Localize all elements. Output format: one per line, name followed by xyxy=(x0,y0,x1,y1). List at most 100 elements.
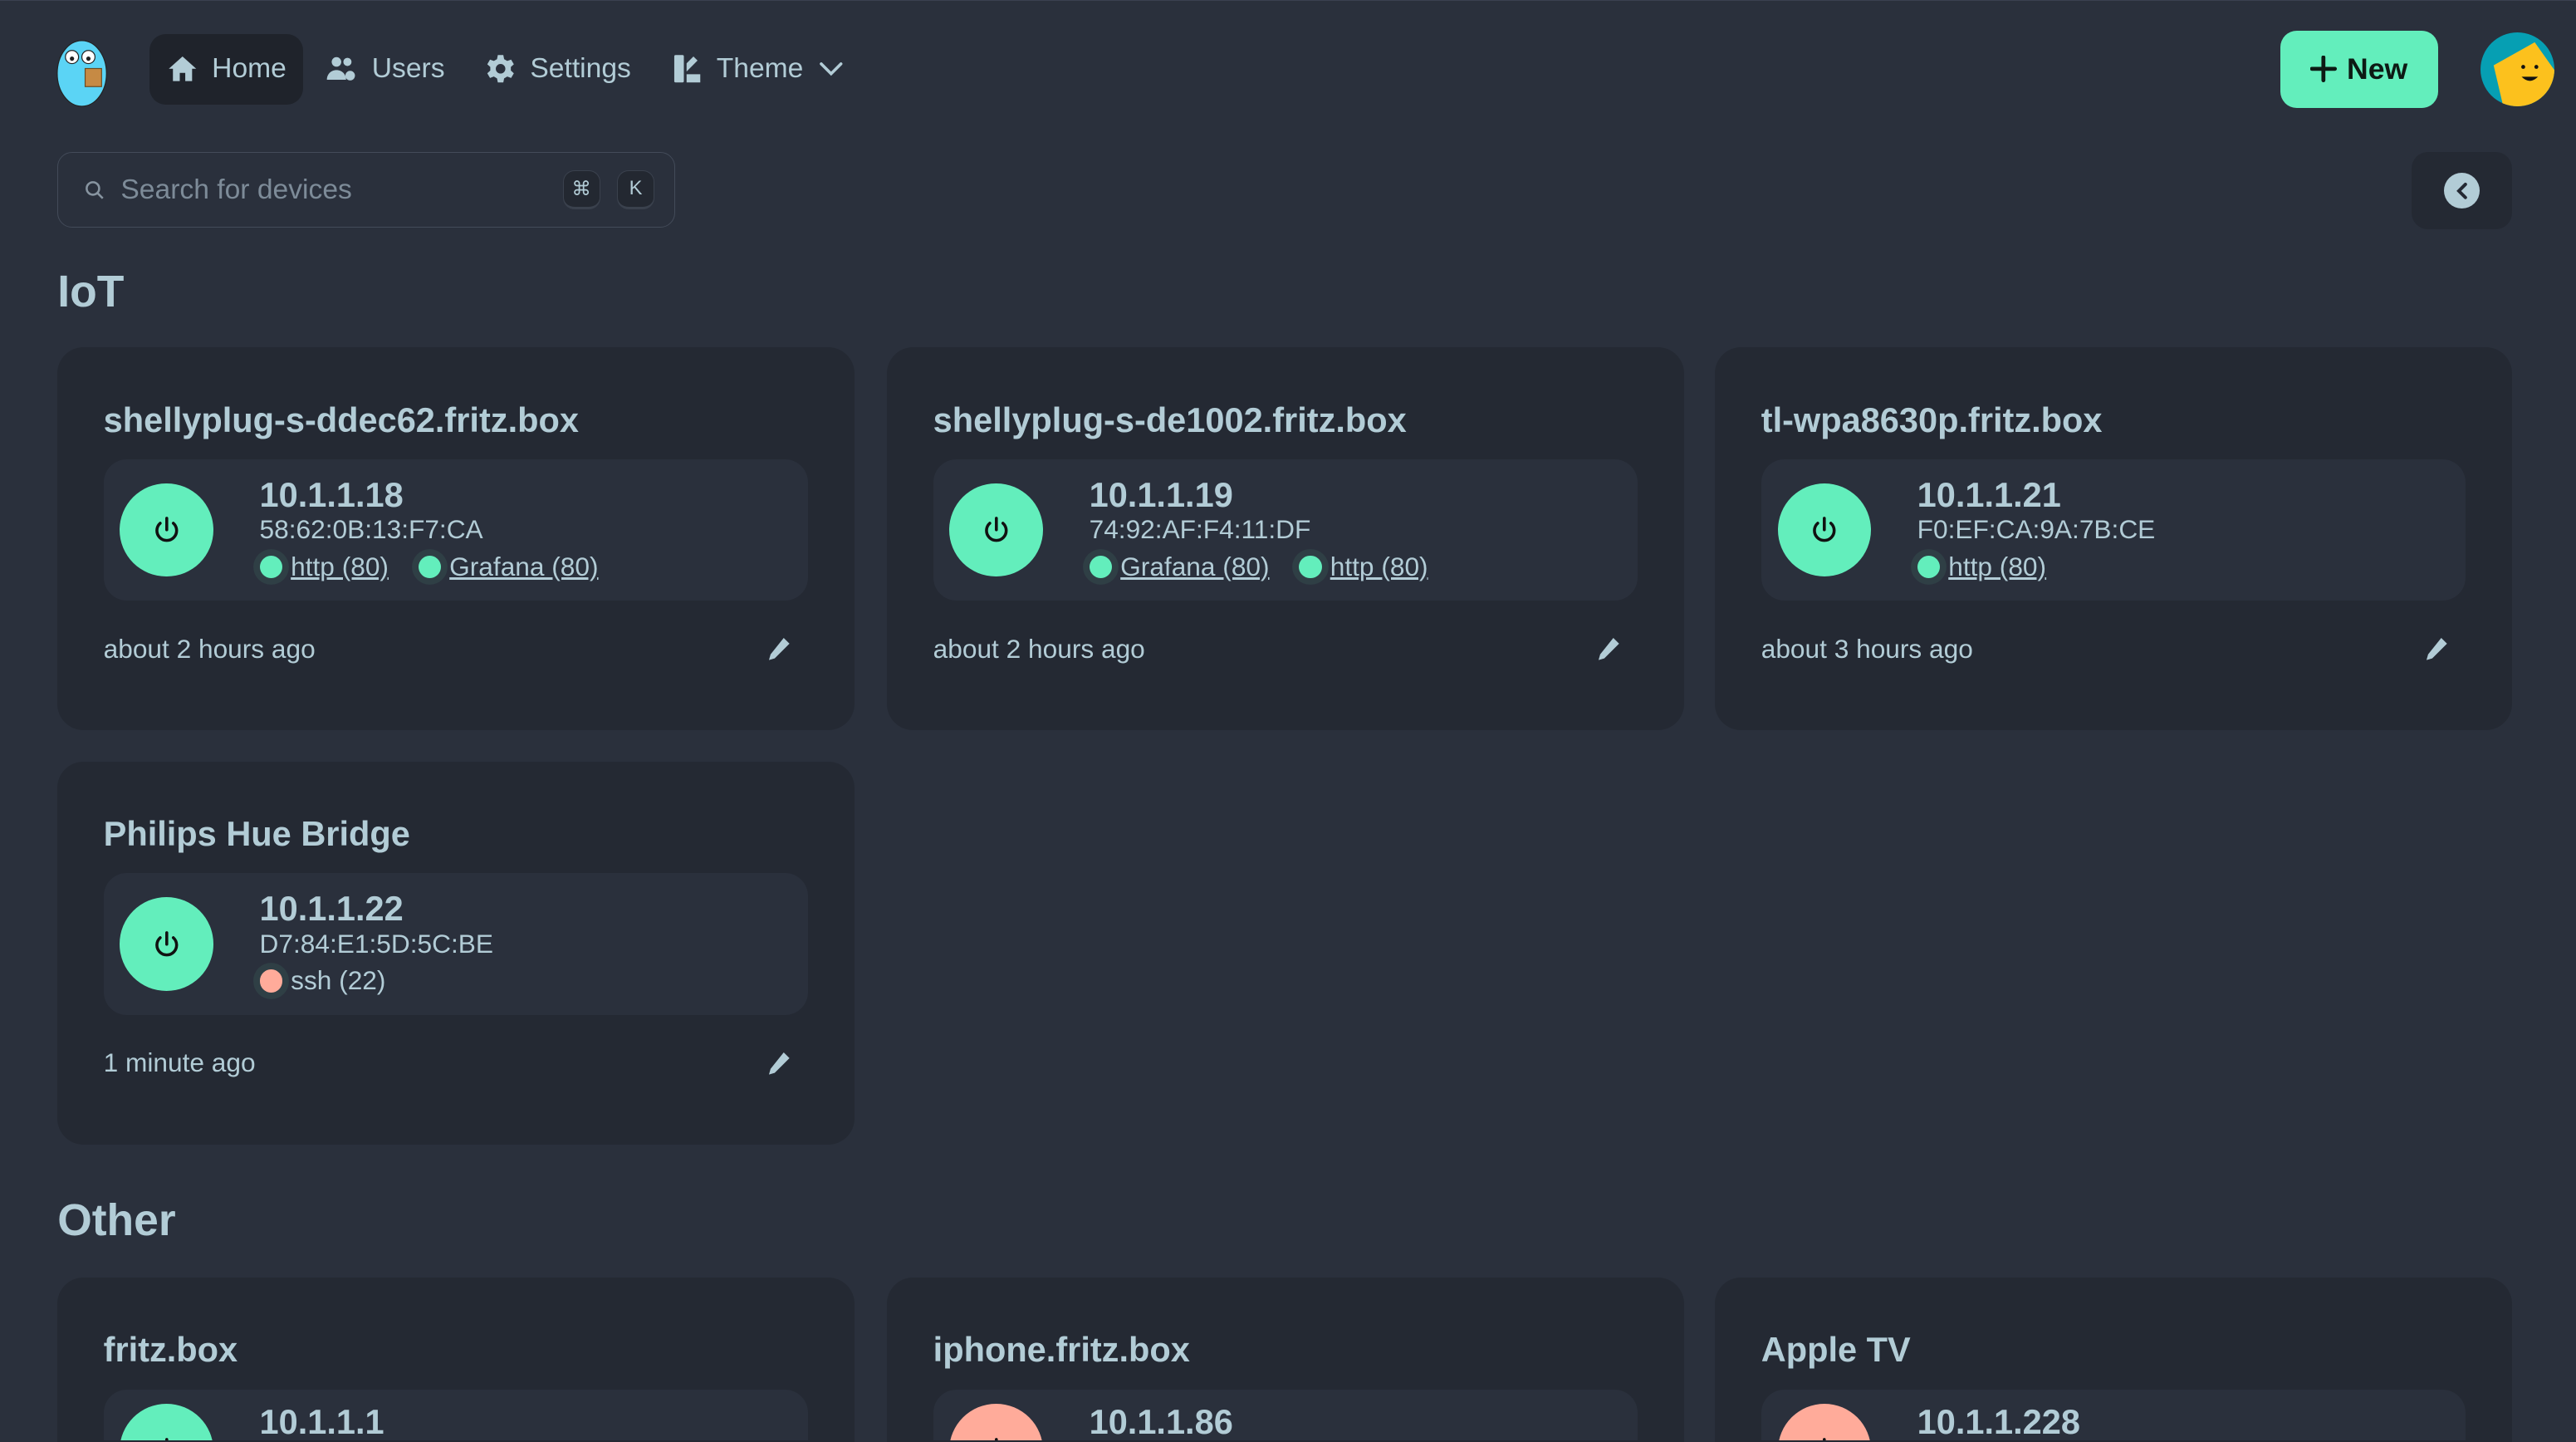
nav-settings-label: Settings xyxy=(530,53,631,85)
group-title-other: Other xyxy=(57,1196,176,1246)
shortcut-cmd-key: ⌘ xyxy=(562,169,601,210)
device-card: shellyplug-s-ddec62.fritz.box 10.1.1.18 … xyxy=(57,347,855,731)
device-info: 10.1.1.19 74:92:AF:F4:11:DF Grafana (80)… xyxy=(933,459,1638,601)
service-link[interactable]: http (80) xyxy=(1330,551,1428,581)
power-icon xyxy=(155,517,179,542)
nav-users[interactable]: Users xyxy=(310,34,462,105)
power-icon xyxy=(1823,1438,1826,1440)
device-name: Apple TV xyxy=(1761,1330,1911,1370)
nav-home[interactable]: Home xyxy=(149,33,303,105)
wake-button[interactable] xyxy=(949,483,1044,577)
device-ip: 10.1.1.22 xyxy=(259,889,404,929)
service-item[interactable]: Grafana (80) xyxy=(418,547,599,586)
device-card: iphone.fritz.box 10.1.1.86 xyxy=(887,1278,1684,1442)
device-info: 10.1.1.22 D7:84:E1:5D:5C:BE ssh (22) xyxy=(103,873,809,1015)
nav-settings[interactable]: Settings xyxy=(468,34,647,105)
nav-theme-label: Theme xyxy=(716,53,804,85)
edit-icon[interactable] xyxy=(766,1050,792,1077)
last-seen: about 2 hours ago xyxy=(103,633,316,664)
edit-icon[interactable] xyxy=(1595,635,1622,662)
device-name: shellyplug-s-ddec62.fritz.box xyxy=(103,400,579,439)
chevron-down-icon xyxy=(820,62,843,76)
service-list: Grafana (80) http (80) xyxy=(1089,547,1428,586)
collapse-button[interactable] xyxy=(2412,152,2512,229)
wake-button[interactable] xyxy=(1777,483,1872,577)
edit-icon[interactable] xyxy=(2423,635,2450,662)
nav-theme-dropdown[interactable]: Theme xyxy=(654,34,863,105)
device-search[interactable]: ⌘ K xyxy=(57,152,676,228)
device-ip: 10.1.1.228 xyxy=(1917,1402,2080,1440)
device-name: tl-wpa8630p.fritz.box xyxy=(1761,400,2103,439)
last-seen: 1 minute ago xyxy=(103,1047,256,1078)
users-icon xyxy=(326,57,355,81)
device-info: 10.1.1.21 F0:EF:CA:9A:7B:CE http (80) xyxy=(1761,459,2466,601)
gear-icon xyxy=(487,55,514,83)
device-info: 10.1.1.86 xyxy=(933,1389,1638,1440)
home-icon xyxy=(169,56,197,81)
service-status-dot xyxy=(259,555,283,579)
device-info: 10.1.1.1 xyxy=(103,1389,809,1440)
nav-users-label: Users xyxy=(371,53,445,85)
service-status-dot xyxy=(1299,555,1322,579)
service-item[interactable]: http (80) xyxy=(1917,547,2046,586)
service-status-dot xyxy=(418,555,442,579)
wake-button[interactable] xyxy=(949,1404,1044,1440)
wake-button[interactable] xyxy=(1777,1404,1872,1440)
service-label: ssh (22) xyxy=(291,965,386,996)
user-avatar[interactable] xyxy=(2481,32,2555,106)
device-mac: D7:84:E1:5D:5C:BE xyxy=(259,928,493,959)
device-ip: 10.1.1.19 xyxy=(1089,474,1233,514)
service-item: ssh (22) xyxy=(259,961,386,1000)
chevron-left-icon xyxy=(2456,182,2467,199)
device-name: iphone.fritz.box xyxy=(933,1330,1190,1370)
wake-button[interactable] xyxy=(120,897,214,991)
power-icon xyxy=(164,1438,169,1440)
edit-icon[interactable] xyxy=(766,635,792,662)
new-button-label: New xyxy=(2346,52,2408,86)
device-ip: 10.1.1.86 xyxy=(1089,1402,1233,1440)
last-seen: about 3 hours ago xyxy=(1761,633,1973,664)
service-list: http (80) xyxy=(1917,547,2156,586)
device-mac: 74:92:AF:F4:11:DF xyxy=(1089,514,1311,545)
device-card: shellyplug-s-de1002.fritz.box 10.1.1.19 … xyxy=(887,347,1684,731)
device-info: 10.1.1.18 58:62:0B:13:F7:CA http (80) Gr… xyxy=(103,459,809,601)
power-icon xyxy=(1813,517,1836,542)
service-item[interactable]: http (80) xyxy=(1299,547,1428,586)
service-list: ssh (22) xyxy=(259,961,493,1000)
main-nav: Home Users Settings Theme xyxy=(149,33,863,105)
device-name: Philips Hue Bridge xyxy=(103,814,410,854)
device-mac: F0:EF:CA:9A:7B:CE xyxy=(1917,514,2156,545)
last-seen: about 2 hours ago xyxy=(933,633,1145,664)
service-status-dot xyxy=(1089,555,1113,579)
gopher-logo[interactable] xyxy=(49,31,115,110)
device-ip: 10.1.1.18 xyxy=(259,474,404,514)
wake-button[interactable] xyxy=(120,1404,214,1440)
service-status-dot xyxy=(259,969,283,993)
power-icon xyxy=(155,930,179,957)
service-list: http (80) Grafana (80) xyxy=(259,547,599,586)
theme-icon xyxy=(674,55,701,83)
device-mac: 58:62:0B:13:F7:CA xyxy=(259,514,483,545)
plus-icon xyxy=(2310,56,2338,82)
device-card: Apple TV 10.1.1.228 xyxy=(1715,1278,2512,1442)
service-link[interactable]: Grafana (80) xyxy=(449,551,599,581)
service-link[interactable]: http (80) xyxy=(1948,551,2047,581)
device-card: tl-wpa8630p.fritz.box 10.1.1.21 F0:EF:CA… xyxy=(1715,347,2512,731)
service-link[interactable]: Grafana (80) xyxy=(1120,551,1270,581)
power-icon xyxy=(995,1438,998,1440)
service-status-dot xyxy=(1917,555,1941,579)
wake-button[interactable] xyxy=(120,483,214,577)
nav-home-label: Home xyxy=(212,53,286,85)
device-name: shellyplug-s-de1002.fritz.box xyxy=(933,400,1407,439)
search-input[interactable] xyxy=(117,172,546,208)
service-link[interactable]: http (80) xyxy=(291,551,389,581)
new-device-button[interactable]: New xyxy=(2280,30,2438,108)
service-item[interactable]: Grafana (80) xyxy=(1089,547,1270,586)
device-card: Philips Hue Bridge 10.1.1.22 D7:84:E1:5D… xyxy=(57,761,855,1145)
service-item[interactable]: http (80) xyxy=(259,547,389,586)
device-info: 10.1.1.228 xyxy=(1761,1389,2466,1440)
search-icon xyxy=(85,180,104,199)
device-ip: 10.1.1.21 xyxy=(1917,474,2061,514)
power-icon xyxy=(985,517,1008,542)
